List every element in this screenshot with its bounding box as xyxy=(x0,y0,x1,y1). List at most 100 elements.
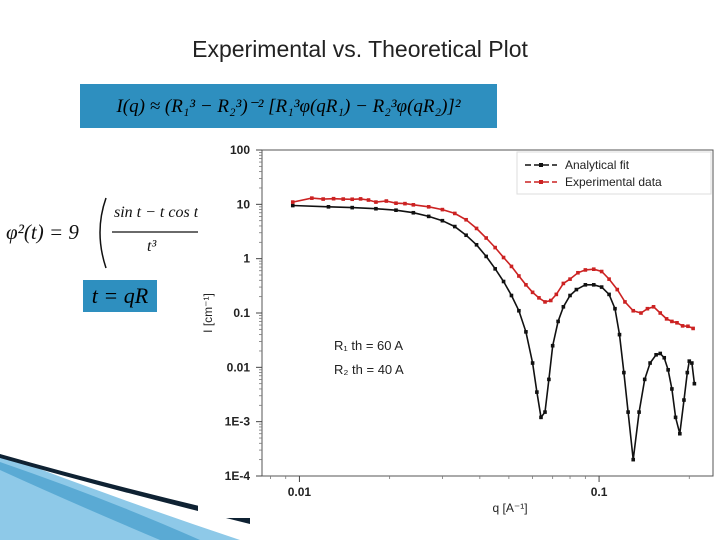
x-axis-label: q [A⁻¹] xyxy=(493,501,528,515)
data-point xyxy=(350,197,354,202)
intensity-formula: I(q) ≈ (R₁³ − R₂³)⁻² [R₁³φ(qR₁) − R₂³φ(q… xyxy=(80,84,497,128)
data-point xyxy=(583,283,588,287)
data-point xyxy=(426,205,431,209)
data-point xyxy=(670,319,674,324)
data-point xyxy=(509,293,514,298)
data-point xyxy=(341,197,346,201)
data-point xyxy=(576,270,580,275)
legend-marker xyxy=(539,163,543,167)
data-point xyxy=(517,308,521,313)
data-point xyxy=(692,381,697,386)
data-point xyxy=(613,306,617,311)
data-point xyxy=(394,208,398,212)
data-point xyxy=(615,287,620,292)
data-point xyxy=(591,267,596,271)
data-point xyxy=(622,370,626,375)
data-point xyxy=(358,197,363,201)
data-point xyxy=(686,324,690,329)
data-point xyxy=(664,317,669,321)
data-point xyxy=(637,410,641,414)
deco-mid-wave xyxy=(0,462,200,540)
slide-decoration xyxy=(0,454,250,540)
chart-svg: 100 10 1 0.1 0.01 1E-3 1E-4 0.01 0.1 q [A⁻¹] I [… xyxy=(201,143,714,515)
data-point xyxy=(631,457,636,462)
data-point xyxy=(583,268,588,272)
data-point xyxy=(607,277,611,281)
y-tick-label: 1 xyxy=(243,252,250,266)
data-point xyxy=(484,236,488,240)
data-point xyxy=(493,245,497,250)
data-point xyxy=(535,390,539,394)
data-point xyxy=(474,242,479,247)
data-point xyxy=(599,285,604,289)
data-point xyxy=(493,267,497,271)
data-point xyxy=(626,410,630,414)
data-point xyxy=(673,415,678,420)
data-point xyxy=(642,377,647,382)
data-point xyxy=(556,319,560,324)
data-point xyxy=(648,361,652,365)
data-point xyxy=(474,226,479,231)
deco-light-wave xyxy=(0,454,240,540)
data-point xyxy=(645,306,650,311)
data-point xyxy=(554,292,559,297)
series-line-experimental-data xyxy=(292,197,694,330)
slide-title: Experimental vs. Theoretical Plot xyxy=(192,36,528,62)
series-line-analytical-fit xyxy=(292,204,696,460)
data-point xyxy=(464,217,468,222)
data-point xyxy=(524,330,528,334)
y-tick-label: 10 xyxy=(237,197,251,211)
data-point xyxy=(403,201,407,206)
data-point xyxy=(440,218,445,223)
data-point xyxy=(411,203,416,207)
data-point xyxy=(662,355,667,360)
data-point xyxy=(654,353,658,357)
data-point xyxy=(453,224,457,229)
data-point xyxy=(639,311,643,315)
annotation-r2: R₂ th = 40 A xyxy=(334,362,404,377)
intensity-formula-text: I(q) ≈ (R₁³ − R₂³)⁻² [R₁³φ(qR₁) − R₂³φ(q… xyxy=(116,95,461,117)
data-point xyxy=(524,283,528,287)
data-point xyxy=(539,415,543,420)
y-tick-label: 1E-3 xyxy=(225,415,251,429)
data-point xyxy=(623,300,627,304)
data-point xyxy=(321,197,325,201)
data-point xyxy=(561,305,566,309)
data-point xyxy=(568,277,572,281)
data-point xyxy=(537,296,541,300)
data-point xyxy=(350,205,354,210)
legend-label: Analytical fit xyxy=(565,158,630,172)
phi-numerator: sin t − t cos t xyxy=(114,204,199,221)
data-point xyxy=(607,292,611,297)
y-tick-label: 1E-4 xyxy=(225,469,251,483)
data-point xyxy=(464,233,468,238)
data-point xyxy=(561,281,566,286)
data-point xyxy=(384,199,389,203)
data-point xyxy=(440,207,445,212)
annotation-r1: R₁ th = 60 A xyxy=(334,338,403,353)
data-point xyxy=(651,305,656,309)
data-point xyxy=(326,205,331,209)
data-point xyxy=(550,343,555,348)
x-tick-label: 0.1 xyxy=(591,485,608,499)
data-point xyxy=(517,274,521,278)
data-point xyxy=(691,326,695,331)
data-point xyxy=(530,290,535,295)
y-tick-label: 0.1 xyxy=(233,306,250,320)
data-point xyxy=(426,214,431,219)
data-point xyxy=(548,298,553,303)
data-point xyxy=(591,283,596,287)
data-point xyxy=(411,210,416,215)
data-point xyxy=(658,351,663,356)
data-point xyxy=(675,321,679,325)
data-point xyxy=(685,370,690,375)
data-point xyxy=(599,269,604,274)
data-point xyxy=(574,287,579,292)
x-tick-label: 0.01 xyxy=(288,485,312,499)
phi-formula-lhs: φ²(t) = 9 xyxy=(6,220,79,244)
data-point xyxy=(678,431,682,436)
data-point xyxy=(310,196,314,200)
y-tick-label: 100 xyxy=(230,143,250,157)
t-definition-formula: t = qR xyxy=(83,280,157,312)
data-point xyxy=(501,255,506,260)
